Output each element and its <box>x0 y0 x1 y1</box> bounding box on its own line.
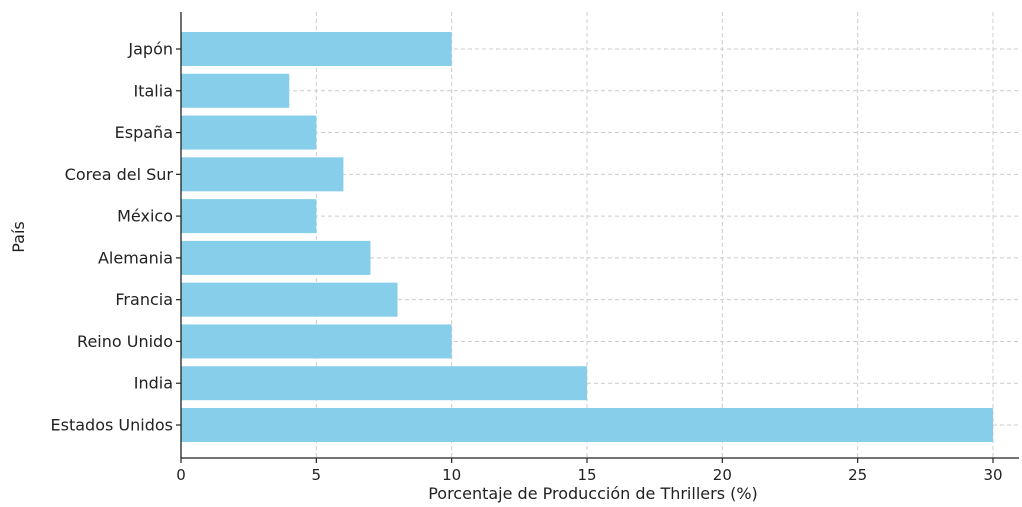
y-tick-label: Francia <box>115 290 173 309</box>
y-tick-label: Estados Unidos <box>51 416 173 435</box>
bar-méxico <box>181 199 317 234</box>
bar-japón <box>181 32 452 66</box>
bar-estados-unidos <box>181 408 993 442</box>
x-tick-label: 25 <box>848 466 867 484</box>
bar-españa <box>181 115 317 150</box>
x-tick-label: 10 <box>442 466 461 484</box>
bar-francia <box>181 282 398 317</box>
y-tick-label: Reino Unido <box>77 332 173 351</box>
x-tick-label: 5 <box>312 466 322 484</box>
y-tick-label: India <box>134 374 173 393</box>
y-axis-label: País <box>9 221 28 253</box>
y-axis-ticks: Estados Unidos India Reino Unido Francia Ale… <box>51 40 181 435</box>
y-tick-label: Alemania <box>98 248 173 267</box>
y-tick-label: Corea del Sur <box>65 165 174 184</box>
x-tick-label: 20 <box>713 466 732 484</box>
bar-alemania <box>181 240 371 275</box>
bar-reino-unido <box>181 324 452 359</box>
x-tick-label: 30 <box>983 466 1002 484</box>
y-tick-label: Italia <box>134 81 174 100</box>
x-tick-label: 15 <box>577 466 596 484</box>
x-tick-label: 0 <box>176 466 186 484</box>
y-tick-label: España <box>115 123 173 142</box>
bar-corea-del-sur <box>181 157 344 192</box>
bars <box>181 32 993 442</box>
y-tick-label: Japón <box>127 40 173 59</box>
bar-india <box>181 366 587 401</box>
y-tick-label: México <box>117 207 173 226</box>
x-axis-label: Porcentaje de Producción de Thrillers (%… <box>428 484 758 503</box>
bar-italia <box>181 73 290 108</box>
x-axis-ticks: 0 5 10 15 20 25 30 <box>176 458 1003 484</box>
